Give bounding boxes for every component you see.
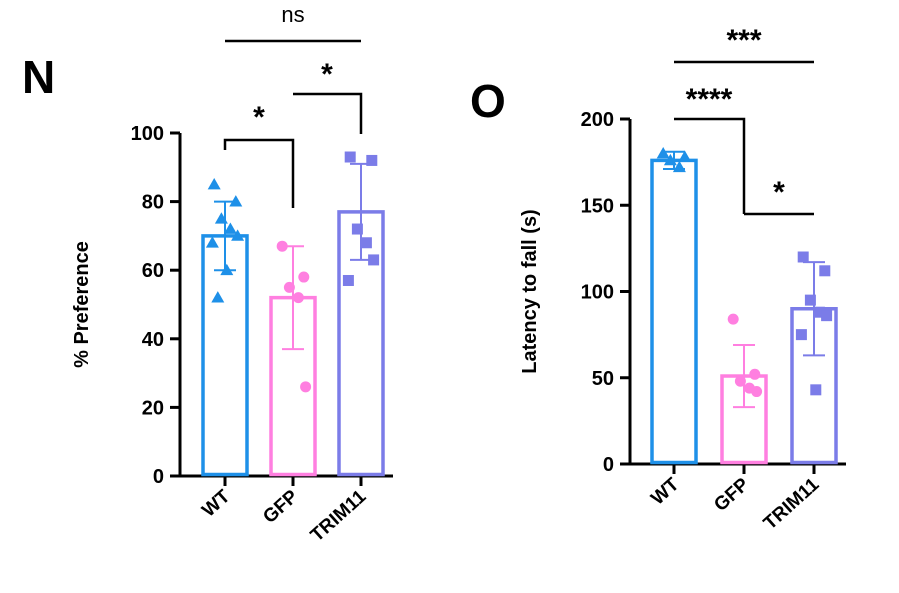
y-tick-label: 150: [581, 195, 614, 217]
significance-label: ***: [726, 24, 761, 57]
data-point: [797, 251, 809, 263]
data-point: [672, 160, 686, 173]
data-point: [292, 292, 304, 304]
data-point: [734, 375, 746, 387]
significance-label: ns: [281, 2, 304, 27]
x-category-label: TRIM11: [760, 474, 824, 534]
x-category-label: GFP: [710, 474, 753, 516]
y-tick-label: 60: [142, 260, 164, 282]
data-point: [678, 150, 692, 162]
significance-bracket: [223, 138, 295, 208]
data-point: [214, 212, 228, 224]
x-category-label: WT: [647, 474, 683, 510]
data-point: [231, 229, 245, 241]
data-point: [656, 147, 670, 159]
data-point: [211, 291, 225, 303]
data-point: [795, 329, 807, 341]
y-tick-label: 200: [581, 109, 614, 131]
data-point: [229, 195, 243, 207]
data-point: [205, 236, 219, 248]
data-point: [819, 265, 831, 277]
data-point: [727, 313, 739, 325]
data-point: [276, 240, 288, 252]
data-point: [351, 223, 363, 235]
data-point: [366, 154, 378, 166]
y-tick-label: 100: [131, 123, 164, 145]
significance-label: *: [773, 176, 785, 209]
panel-n: N 0 20 40 60 80 100 WT GFP TRIM11 % Preference * * ns: [22, 2, 393, 546]
y-tick-label: 100: [581, 282, 614, 304]
data-point: [368, 254, 380, 266]
data-point: [207, 177, 221, 190]
y-axis-label: Latency to fall (s): [519, 209, 541, 373]
significance-bracket: [293, 92, 363, 134]
panel-label: O: [470, 75, 506, 127]
y-tick-label: 0: [603, 454, 614, 476]
significance-label: ****: [686, 83, 733, 116]
data-point: [360, 237, 372, 249]
data-point: [283, 281, 295, 293]
panel-label: N: [22, 51, 55, 103]
x-category-label: WT: [198, 486, 234, 522]
data-point: [749, 368, 761, 380]
data-point: [344, 151, 356, 163]
x-category-label: GFP: [259, 486, 302, 528]
data-point: [821, 310, 833, 322]
data-point: [223, 222, 237, 234]
data-point: [300, 381, 312, 393]
bar-wt: [650, 158, 698, 465]
data-point: [804, 294, 816, 306]
x-category-label: TRIM11: [307, 486, 371, 546]
y-tick-label: 40: [142, 329, 164, 351]
data-point: [663, 153, 677, 166]
y-tick-label: 20: [142, 397, 164, 419]
significance-label: *: [321, 58, 333, 91]
data-point: [342, 274, 354, 286]
y-tick-label: 80: [142, 192, 164, 214]
data-point: [751, 386, 763, 398]
data-point: [813, 306, 825, 318]
y-axis-label: % Preference: [71, 241, 93, 368]
data-point: [298, 271, 310, 283]
significance-bracket: [674, 117, 746, 177]
data-point: [810, 384, 822, 396]
significance-label: *: [253, 101, 265, 134]
data-point: [220, 263, 234, 276]
panel-o: O 0 50 100 150 200 WT GFP TRIM11 Latency to fall …: [470, 24, 846, 534]
y-tick-label: 50: [592, 368, 614, 390]
y-tick-label: 0: [153, 466, 164, 488]
